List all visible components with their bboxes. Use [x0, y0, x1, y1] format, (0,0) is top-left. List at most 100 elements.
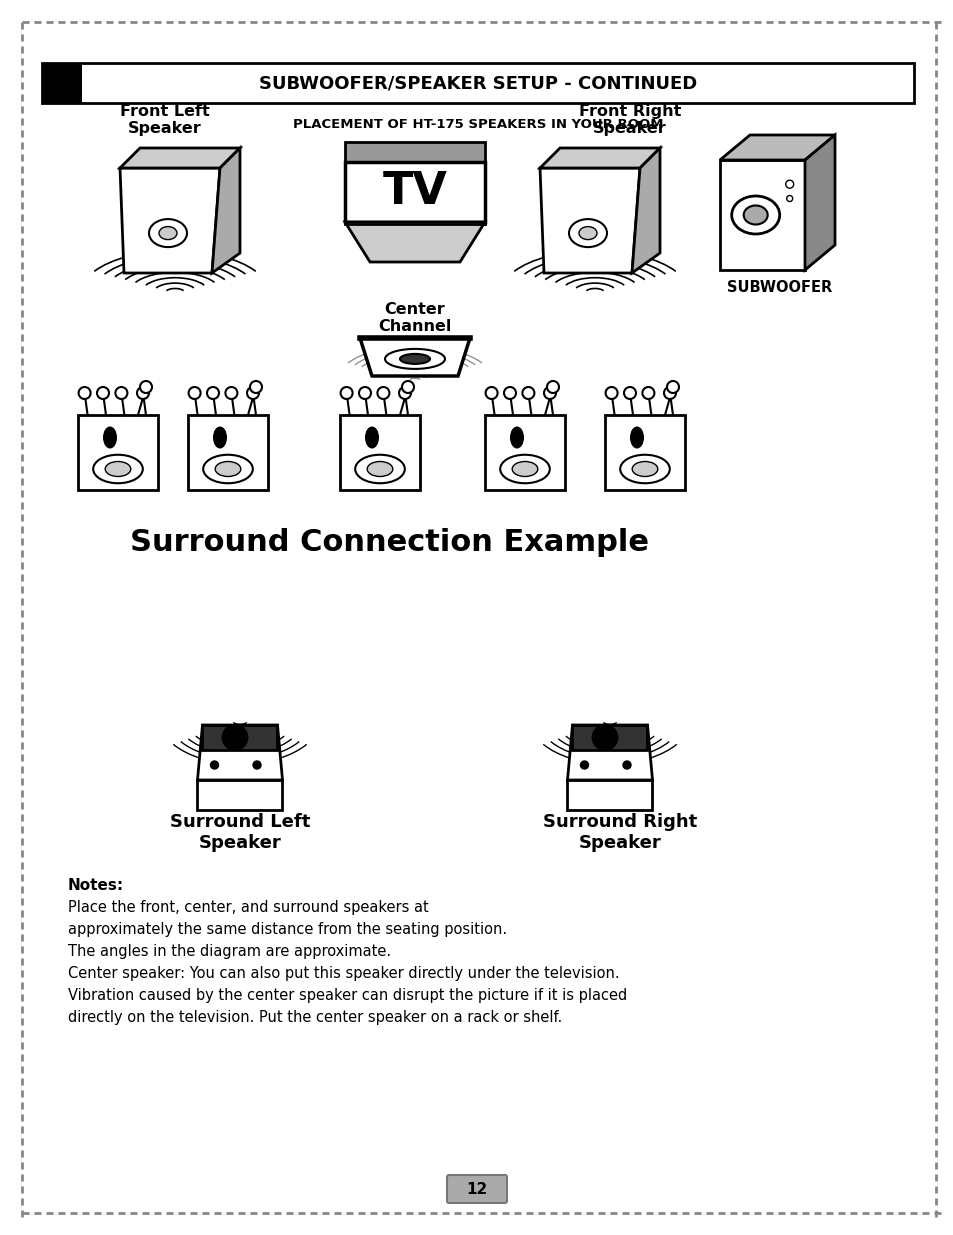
Circle shape — [786, 195, 792, 201]
Ellipse shape — [629, 426, 643, 448]
Circle shape — [247, 387, 258, 399]
Polygon shape — [345, 222, 484, 262]
Ellipse shape — [105, 462, 131, 477]
Ellipse shape — [215, 462, 240, 477]
Bar — [42, 63, 913, 103]
Circle shape — [593, 725, 617, 750]
Ellipse shape — [512, 462, 537, 477]
Bar — [484, 415, 564, 490]
Polygon shape — [197, 725, 282, 781]
Circle shape — [522, 387, 534, 399]
Ellipse shape — [103, 426, 117, 448]
Circle shape — [623, 387, 636, 399]
Text: SUBWOOFER/SPEAKER SETUP - CONTINUED: SUBWOOFER/SPEAKER SETUP - CONTINUED — [258, 74, 697, 91]
Ellipse shape — [619, 454, 669, 483]
Circle shape — [663, 387, 676, 399]
Circle shape — [207, 387, 219, 399]
Polygon shape — [539, 168, 639, 273]
Ellipse shape — [365, 426, 378, 448]
Bar — [197, 781, 282, 810]
Polygon shape — [804, 135, 834, 270]
Polygon shape — [539, 148, 659, 168]
Circle shape — [666, 382, 679, 393]
Text: PLACEMENT OF HT-175 SPEAKERS IN YOUR ROOM: PLACEMENT OF HT-175 SPEAKERS IN YOUR ROO… — [293, 119, 662, 131]
Bar — [202, 725, 277, 750]
Ellipse shape — [385, 350, 444, 369]
Ellipse shape — [355, 454, 404, 483]
Circle shape — [140, 382, 152, 393]
Circle shape — [543, 387, 556, 399]
Circle shape — [546, 382, 558, 393]
Ellipse shape — [213, 426, 227, 448]
Polygon shape — [567, 725, 652, 781]
Bar — [42, 63, 82, 103]
Circle shape — [137, 387, 149, 399]
Polygon shape — [120, 148, 240, 168]
Circle shape — [340, 387, 353, 399]
Circle shape — [225, 387, 237, 399]
Circle shape — [250, 382, 262, 393]
Text: Surround Left
Speaker: Surround Left Speaker — [170, 813, 310, 852]
Text: Center speaker: You can also put this speaker directly under the television.: Center speaker: You can also put this sp… — [68, 966, 619, 981]
Polygon shape — [631, 148, 659, 273]
Circle shape — [503, 387, 516, 399]
Circle shape — [485, 387, 497, 399]
Circle shape — [115, 387, 128, 399]
Circle shape — [211, 761, 218, 769]
Text: Surround Right
Speaker: Surround Right Speaker — [542, 813, 697, 852]
Bar — [345, 162, 484, 222]
Bar — [604, 415, 684, 490]
Text: The angles in the diagram are approximate.: The angles in the diagram are approximat… — [68, 944, 391, 960]
Text: Center
Channel: Center Channel — [378, 303, 451, 335]
Ellipse shape — [149, 219, 187, 247]
Circle shape — [401, 382, 414, 393]
FancyBboxPatch shape — [447, 1174, 506, 1203]
Circle shape — [579, 761, 588, 769]
Circle shape — [377, 387, 389, 399]
Bar — [339, 415, 419, 490]
Ellipse shape — [632, 462, 658, 477]
Ellipse shape — [367, 462, 393, 477]
Text: approximately the same distance from the seating position.: approximately the same distance from the… — [68, 923, 507, 937]
Ellipse shape — [93, 454, 143, 483]
Circle shape — [253, 761, 261, 769]
Text: directly on the television. Put the center speaker on a rack or shelf.: directly on the television. Put the cent… — [68, 1010, 561, 1025]
Text: Surround Connection Example: Surround Connection Example — [131, 529, 649, 557]
Ellipse shape — [731, 196, 779, 233]
Ellipse shape — [743, 205, 767, 225]
Circle shape — [358, 387, 371, 399]
Text: Front Right
Speaker: Front Right Speaker — [578, 104, 680, 136]
Text: Front Left
Speaker: Front Left Speaker — [120, 104, 210, 136]
Bar — [345, 142, 484, 162]
Ellipse shape — [203, 454, 253, 483]
Ellipse shape — [510, 426, 523, 448]
Circle shape — [78, 387, 91, 399]
Polygon shape — [120, 168, 220, 273]
Circle shape — [622, 761, 630, 769]
Bar — [188, 415, 268, 490]
Circle shape — [189, 387, 200, 399]
Polygon shape — [720, 135, 834, 161]
Polygon shape — [359, 338, 470, 375]
Text: Vibration caused by the center speaker can disrupt the picture if it is placed: Vibration caused by the center speaker c… — [68, 988, 626, 1003]
Ellipse shape — [159, 226, 177, 240]
Bar — [567, 781, 652, 810]
Circle shape — [641, 387, 654, 399]
Text: TV: TV — [382, 170, 447, 214]
Text: Notes:: Notes: — [68, 878, 124, 893]
Text: Place the front, center, and surround speakers at: Place the front, center, and surround sp… — [68, 900, 428, 915]
Ellipse shape — [568, 219, 606, 247]
Ellipse shape — [499, 454, 549, 483]
Bar — [572, 725, 647, 750]
Circle shape — [398, 387, 411, 399]
Text: SUBWOOFER: SUBWOOFER — [726, 280, 832, 295]
Circle shape — [605, 387, 617, 399]
Polygon shape — [212, 148, 240, 273]
Circle shape — [785, 180, 793, 188]
Circle shape — [223, 725, 247, 750]
Ellipse shape — [399, 354, 430, 364]
Text: 12: 12 — [466, 1182, 487, 1198]
Bar — [720, 161, 804, 270]
Circle shape — [97, 387, 109, 399]
Bar — [78, 415, 158, 490]
